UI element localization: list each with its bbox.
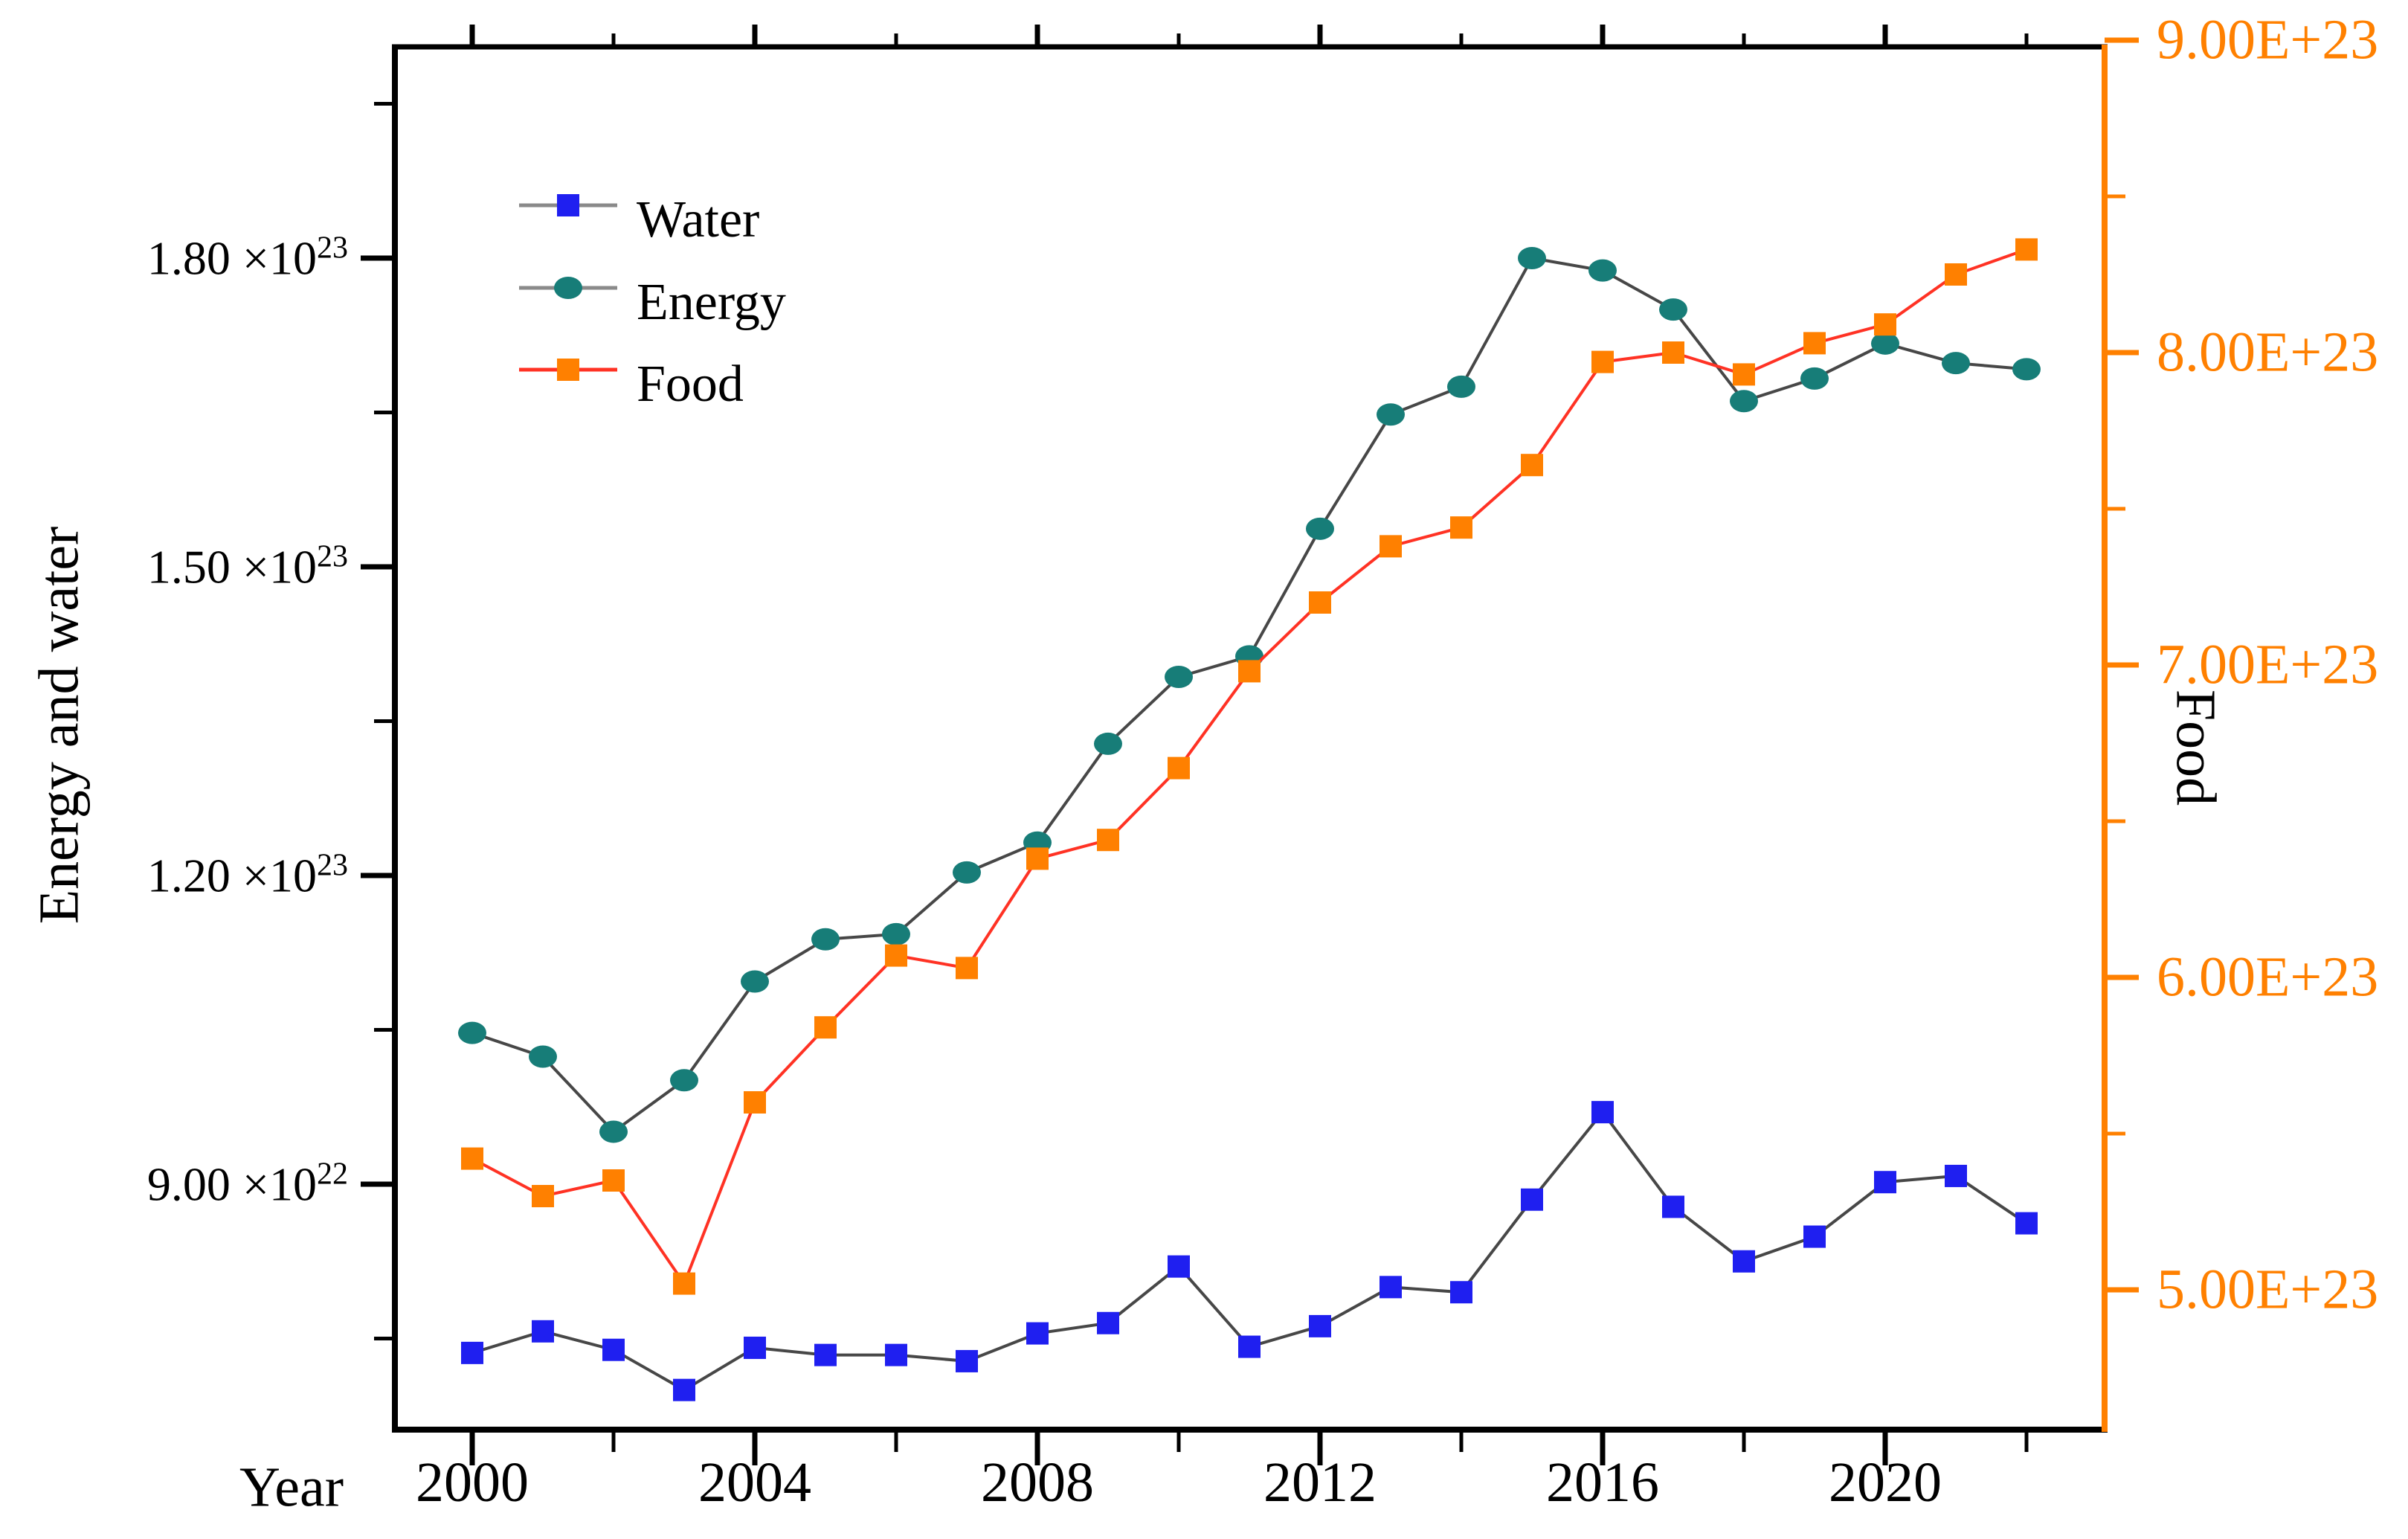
- energy-marker: [1518, 247, 1546, 269]
- water-marker: [602, 1338, 625, 1361]
- right-axis-title: Food: [2164, 689, 2227, 806]
- right-axis-tick-label: 9.00E+23: [2157, 8, 2379, 71]
- food-marker: [1168, 756, 1190, 780]
- water-marker: [673, 1378, 695, 1401]
- left-axis-tick-label: 1.80 ×1023: [147, 231, 348, 285]
- right-axis-tick-label: 8.00E+23: [2157, 321, 2379, 384]
- food-marker: [1591, 350, 1614, 373]
- left-axis-title: Energy and water: [28, 526, 91, 925]
- food-marker: [1097, 829, 1119, 852]
- water-marker: [1803, 1225, 1826, 1248]
- x-axis-title: Year: [239, 1456, 344, 1519]
- food-marker: [1238, 660, 1261, 683]
- food-marker: [885, 944, 907, 967]
- water-marker: [1521, 1188, 1543, 1211]
- energy-marker: [1659, 298, 1687, 321]
- water-marker: [1591, 1101, 1614, 1124]
- energy-legend-sample: [519, 277, 617, 318]
- left-axis-tick-label: 1.20 ×1023: [147, 848, 348, 902]
- x-axis-tick-label: 2016: [1546, 1451, 1659, 1514]
- food-marker: [956, 957, 978, 980]
- energy-marker: [1588, 259, 1617, 282]
- energy-marker: [670, 1069, 698, 1092]
- energy-marker: [1447, 375, 1475, 398]
- water-marker: [1450, 1281, 1472, 1304]
- food-marker: [814, 1016, 837, 1039]
- food-marker: [1521, 454, 1543, 477]
- water-marker: [1168, 1255, 1190, 1278]
- food-legend-sample: [519, 359, 617, 399]
- food-marker: [1733, 363, 1755, 386]
- water-marker: [1309, 1314, 1331, 1337]
- water-marker: [814, 1343, 837, 1366]
- energy-marker: [953, 861, 981, 884]
- energy-marker: [1165, 666, 1193, 689]
- water-marker: [1733, 1250, 1755, 1273]
- x-axis-tick-label: 2004: [698, 1451, 811, 1514]
- water-marker: [1380, 1276, 1402, 1299]
- energy-marker: [1942, 352, 1970, 375]
- water-marker: [1874, 1171, 1896, 1194]
- water-marker: [885, 1343, 907, 1366]
- water-marker: [461, 1341, 483, 1364]
- energy-marker: [599, 1120, 628, 1143]
- water-marker: [1097, 1311, 1119, 1334]
- energy-marker: [2012, 358, 2041, 381]
- energy-marker: [458, 1021, 486, 1044]
- x-axis-tick-label: 2008: [981, 1451, 1094, 1514]
- food-marker: [1803, 332, 1826, 355]
- water-marker: [532, 1320, 554, 1343]
- energy-marker: [1306, 517, 1334, 540]
- food-marker: [532, 1185, 554, 1207]
- energy-marker: [741, 970, 769, 993]
- food-marker: [1662, 341, 1684, 364]
- food-marker: [1309, 591, 1331, 614]
- food-marker: [1945, 263, 1967, 286]
- water-marker: [956, 1349, 978, 1372]
- food-marker: [461, 1147, 483, 1170]
- food-marker: [673, 1272, 695, 1295]
- energy-marker: [811, 928, 840, 951]
- right-axis-tick-label: 7.00E+23: [2157, 633, 2379, 696]
- energy-marker: [1871, 332, 1899, 355]
- water-marker: [1238, 1335, 1261, 1358]
- x-axis-tick-label: 2000: [416, 1451, 529, 1514]
- right-axis-tick-label: 5.00E+23: [2157, 1258, 2379, 1321]
- food-marker: [744, 1091, 766, 1114]
- food-marker: [602, 1169, 625, 1192]
- right-axis-tick-label: 6.00E+23: [2157, 945, 2379, 1009]
- water-legend-sample: [519, 194, 617, 235]
- x-axis-tick-label: 2012: [1263, 1451, 1377, 1514]
- food-marker: [2015, 238, 2038, 261]
- water-marker: [744, 1336, 766, 1359]
- energy-marker: [529, 1045, 557, 1068]
- food-marker: [1026, 847, 1049, 870]
- energy-marker: [1377, 403, 1405, 426]
- x-axis-tick-label: 2020: [1829, 1451, 1942, 1514]
- energy-marker: [882, 922, 910, 945]
- left-axis-tick-label: 9.00 ×1022: [147, 1157, 348, 1211]
- water-marker: [1945, 1164, 1967, 1187]
- energy-marker: [1730, 390, 1758, 413]
- food-marker: [1450, 516, 1472, 539]
- water-marker: [1026, 1322, 1049, 1345]
- left-axis-tick-label: 1.50 ×1023: [147, 539, 348, 594]
- energy-marker: [1094, 732, 1122, 755]
- energy-marker: [1800, 367, 1829, 390]
- food-marker: [1874, 313, 1896, 336]
- water-marker: [2015, 1212, 2038, 1235]
- food-marker: [1380, 535, 1402, 558]
- water-marker: [1662, 1195, 1684, 1218]
